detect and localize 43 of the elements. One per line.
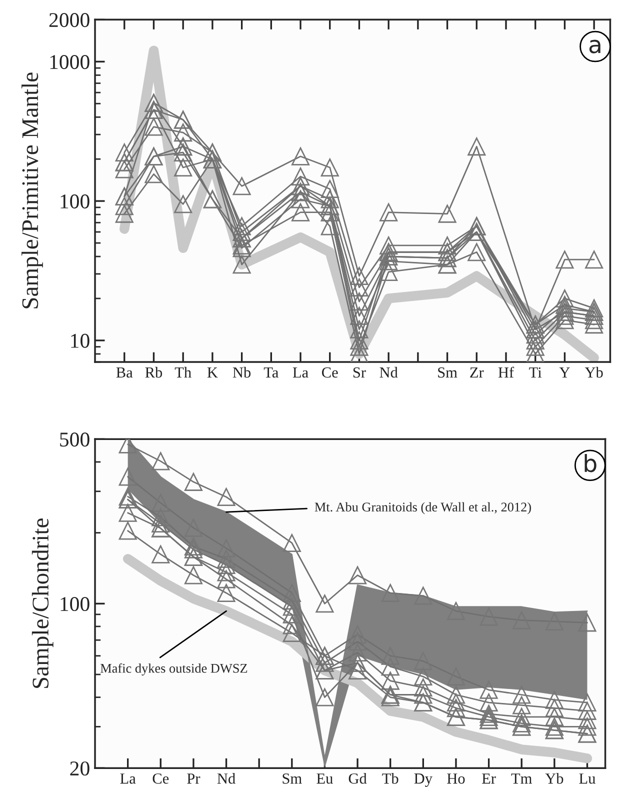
annotation: a <box>589 40 600 54</box>
annotation: b <box>584 454 596 472</box>
x-tick-label: Sm <box>282 773 302 784</box>
annotation: Mt. Abu Granitoids (de Wall et al., 2012) <box>314 502 531 514</box>
x-tick-label: Yb <box>545 772 564 784</box>
x-tick-label: Sr <box>353 367 366 378</box>
y-tick-label: 10 <box>71 334 90 348</box>
y-axis-title: Sample/Chondrite <box>32 518 54 688</box>
x-tick-label: La <box>120 774 136 784</box>
x-tick-label: Eu <box>316 774 333 784</box>
x-tick-label: Y <box>559 367 570 378</box>
x-tick-label: Ce <box>322 367 338 378</box>
y-tick-label: 100 <box>60 194 90 208</box>
x-tick-label: Yb <box>584 366 603 378</box>
x-tick-label: Tb <box>382 772 398 784</box>
x-tick-label: Nb <box>232 366 251 378</box>
x-tick-label: Th <box>174 366 192 378</box>
x-tick-label: Nd <box>217 772 236 784</box>
annotation: Mafic dykes outside DWSZ <box>100 663 248 676</box>
y-tick-label: 2000 <box>49 13 90 28</box>
x-tick-label: Rb <box>145 366 162 378</box>
x-tick-label: Pr <box>187 774 200 784</box>
x-tick-label: Zr <box>470 367 484 378</box>
x-tick-label: Dy <box>414 774 432 787</box>
x-tick-label: Lu <box>579 774 596 784</box>
x-tick-label: Gd <box>348 772 367 784</box>
x-tick-label: Er <box>482 774 496 784</box>
x-tick-label: Ce <box>152 773 169 784</box>
y-axis-title: Sample/Primitive Mantle <box>22 72 43 308</box>
x-tick-label: Tm <box>511 774 532 784</box>
x-tick-label: Nd <box>380 366 398 378</box>
x-tick-label: Ba <box>116 367 133 378</box>
x-tick-label: Hf <box>498 366 514 378</box>
x-tick-label: La <box>292 367 308 378</box>
x-tick-label: Ho <box>447 774 465 784</box>
y-tick-label: 500 <box>60 432 90 447</box>
x-tick-label: K <box>207 367 218 378</box>
y-tick-label: 100 <box>60 597 90 612</box>
x-tick-label: Sm <box>438 367 458 378</box>
x-tick-label: Ti <box>529 367 542 378</box>
x-tick-label: Ta <box>264 367 278 378</box>
y-tick-label: 20 <box>70 761 90 776</box>
y-tick-label: 1000 <box>50 55 90 70</box>
